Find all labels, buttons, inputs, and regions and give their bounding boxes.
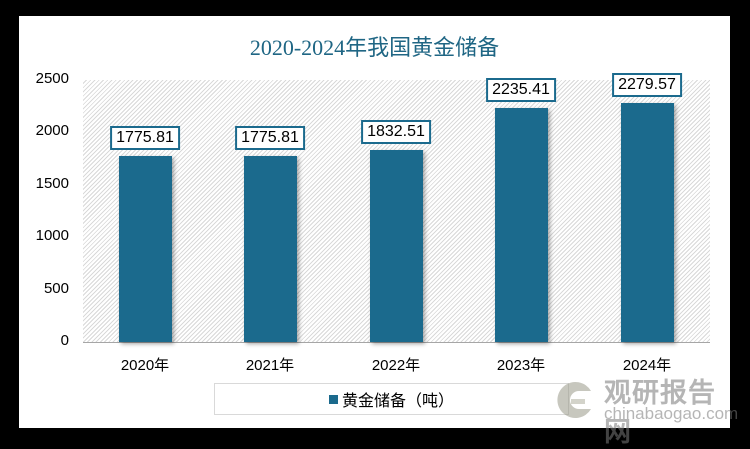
x-axis-line xyxy=(83,342,710,343)
bar-2024年 xyxy=(620,103,674,342)
y-tick-label: 500 xyxy=(43,279,69,297)
legend-swatch xyxy=(328,394,338,404)
y-tick-label: 0 xyxy=(60,332,69,349)
y-tick-label: 1000 xyxy=(35,227,69,245)
y-tick-label: 1500 xyxy=(35,174,69,192)
data-label: 2279.57 xyxy=(612,73,682,98)
bar-2022年 xyxy=(369,149,423,342)
data-label: 1832.51 xyxy=(361,119,431,144)
y-tick-label: 2000 xyxy=(35,122,69,140)
x-tick-label: 2020年 xyxy=(120,357,170,374)
x-tick-label: 2024年 xyxy=(622,357,672,374)
bar-2020年 xyxy=(118,155,172,342)
chart-title: 2020-2024年我国黄金储备 xyxy=(249,35,500,60)
data-label: 1775.81 xyxy=(110,125,180,150)
data-label: 1775.81 xyxy=(235,125,305,150)
bar-2023年 xyxy=(494,107,548,342)
x-tick-label: 2023年 xyxy=(496,357,546,374)
data-label: 2235.41 xyxy=(486,77,556,102)
bar-2021年 xyxy=(243,155,297,342)
legend-label: 黄金储备（吨） xyxy=(341,393,454,410)
legend: 黄金储备（吨） xyxy=(214,383,569,415)
x-tick-label: 2021年 xyxy=(245,357,295,374)
chart-panel: 2020-2024年我国黄金储备 0 500 1000 1500 2000 2500 17… xyxy=(19,16,738,447)
watermark: 观研报告网 chinabaogao.com xyxy=(549,371,738,447)
watermark-en: chinabaogao.com xyxy=(604,404,739,423)
x-tick-label: 2022年 xyxy=(371,357,421,374)
y-tick-label: 2500 xyxy=(35,70,69,87)
watermark-cn: 观研报告网 xyxy=(604,378,716,447)
